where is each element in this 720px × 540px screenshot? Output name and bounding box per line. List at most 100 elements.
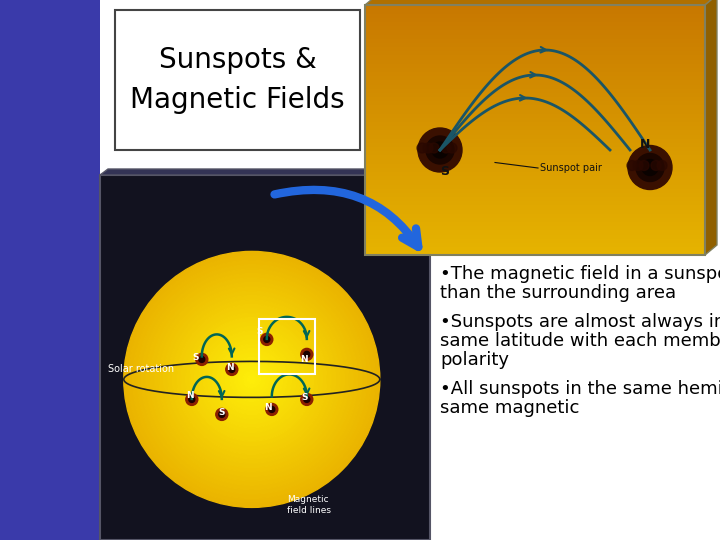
Bar <box>365 149 705 150</box>
Bar <box>365 229 705 230</box>
Circle shape <box>226 363 238 375</box>
Bar <box>365 92 705 93</box>
Bar <box>365 235 705 236</box>
Circle shape <box>639 160 649 171</box>
Text: •Sunspots are almost always in pairs at the: •Sunspots are almost always in pairs at … <box>440 313 720 331</box>
Bar <box>365 75 705 76</box>
Bar <box>365 59 705 60</box>
Bar <box>365 62 705 63</box>
Circle shape <box>163 291 340 468</box>
Bar <box>100 175 430 540</box>
Circle shape <box>203 331 300 428</box>
Bar <box>365 114 705 115</box>
Bar <box>365 8 705 9</box>
Bar <box>365 222 705 223</box>
Bar <box>365 46 705 47</box>
Bar <box>365 33 705 34</box>
Bar <box>365 32 705 33</box>
Circle shape <box>186 313 318 446</box>
Circle shape <box>633 160 643 171</box>
Bar <box>365 11 705 12</box>
Bar <box>365 232 705 233</box>
Bar <box>365 187 705 188</box>
Bar <box>365 249 705 250</box>
Bar <box>365 233 705 234</box>
Bar <box>365 213 705 214</box>
Circle shape <box>137 265 366 494</box>
Text: S: S <box>256 327 263 336</box>
Circle shape <box>432 142 448 158</box>
Text: Magnetic
field lines: Magnetic field lines <box>287 495 330 515</box>
Bar <box>365 167 705 168</box>
Bar <box>365 85 705 86</box>
Bar <box>365 40 705 41</box>
Bar <box>365 105 705 106</box>
Bar <box>100 0 720 255</box>
Bar <box>365 130 705 131</box>
Bar <box>365 215 705 216</box>
Bar <box>365 199 705 200</box>
Bar <box>365 254 705 255</box>
Bar <box>365 118 705 119</box>
Bar <box>365 212 705 213</box>
Bar <box>365 107 705 108</box>
Bar <box>365 221 705 222</box>
Circle shape <box>177 305 327 455</box>
Bar <box>365 210 705 211</box>
Bar <box>365 169 705 170</box>
Bar <box>365 188 705 189</box>
Circle shape <box>642 159 658 176</box>
Bar <box>365 200 705 201</box>
Circle shape <box>264 336 270 342</box>
Bar <box>365 106 705 107</box>
Bar <box>365 16 705 17</box>
Bar <box>365 78 705 79</box>
Bar <box>365 211 705 212</box>
Circle shape <box>155 282 349 476</box>
Bar <box>365 143 705 144</box>
Bar <box>365 5 705 255</box>
Bar <box>365 69 705 70</box>
Bar <box>365 227 705 228</box>
Circle shape <box>304 352 310 357</box>
Bar <box>365 180 705 181</box>
Bar <box>365 252 705 253</box>
Text: S: S <box>441 165 449 178</box>
Bar <box>365 126 705 127</box>
Bar <box>365 102 705 103</box>
Bar <box>365 140 705 141</box>
Circle shape <box>132 260 371 498</box>
Circle shape <box>199 327 305 433</box>
Bar <box>365 36 705 37</box>
Bar <box>365 81 705 82</box>
Circle shape <box>219 411 225 417</box>
Circle shape <box>194 322 309 437</box>
Bar <box>258 319 315 374</box>
Bar <box>365 28 705 29</box>
Bar <box>365 209 705 210</box>
Bar <box>365 133 705 134</box>
Bar <box>365 131 705 132</box>
Bar <box>365 116 705 117</box>
Bar <box>365 230 705 231</box>
Bar <box>365 52 705 53</box>
Bar <box>365 168 705 169</box>
Bar <box>365 110 705 111</box>
Circle shape <box>159 287 344 472</box>
Circle shape <box>301 348 312 360</box>
Bar <box>365 147 705 148</box>
Bar <box>365 151 705 152</box>
Text: polarity: polarity <box>440 351 509 369</box>
Circle shape <box>447 143 457 153</box>
Bar <box>365 82 705 83</box>
Bar <box>365 194 705 195</box>
Circle shape <box>199 356 204 362</box>
Bar <box>365 153 705 154</box>
Bar <box>365 234 705 235</box>
Bar <box>365 244 705 245</box>
Bar <box>365 159 705 160</box>
Circle shape <box>196 353 208 366</box>
Bar <box>365 162 705 163</box>
Bar <box>365 35 705 36</box>
Bar <box>365 60 705 61</box>
